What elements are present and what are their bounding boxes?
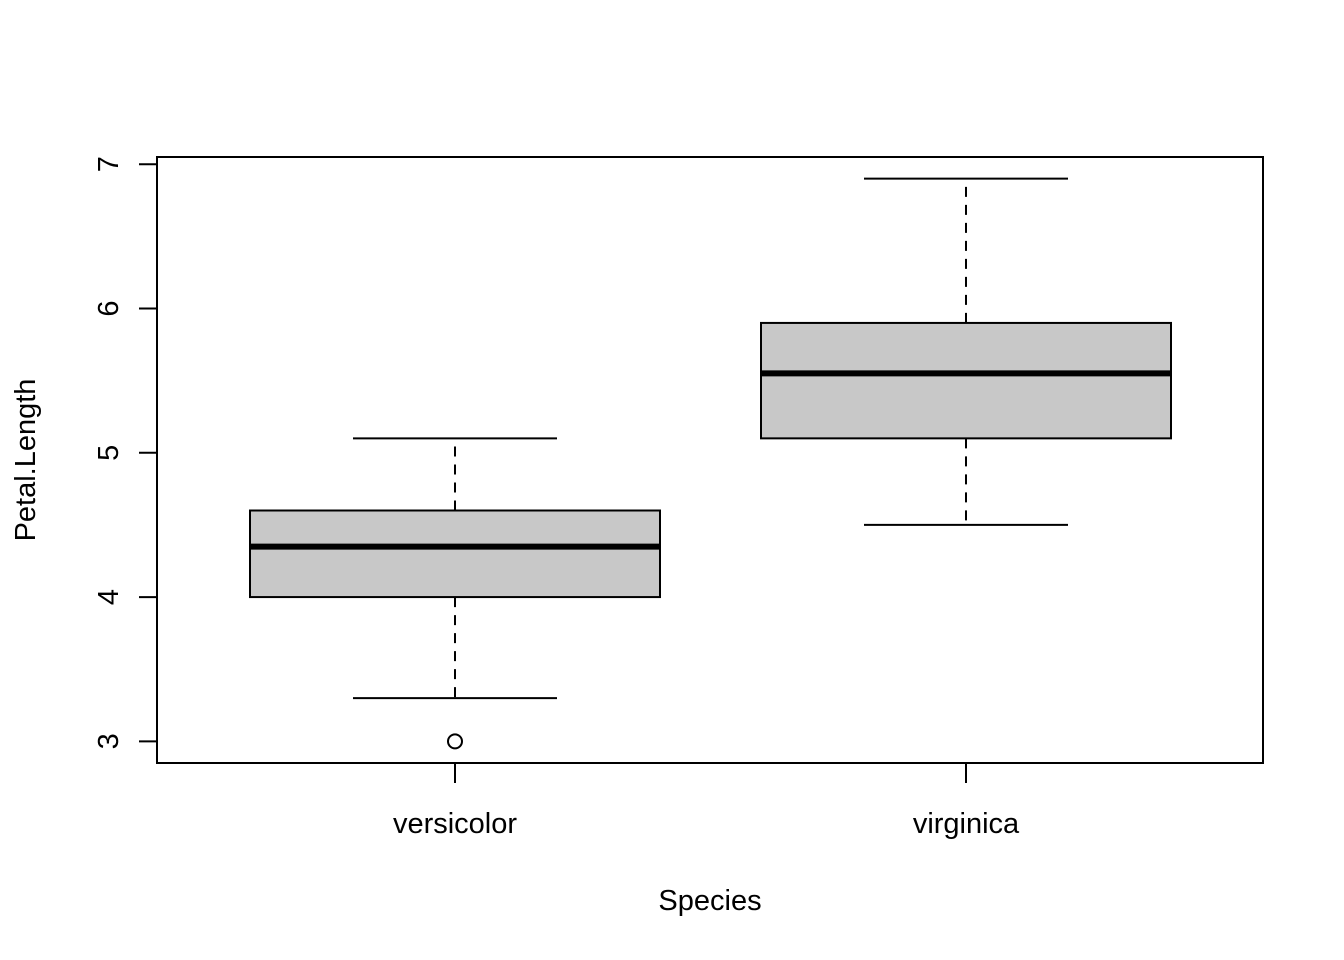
y-tick-label: 6 [93,300,125,316]
box-versicolor [249,437,661,750]
plot-frame [156,156,1264,764]
boxes-group [249,177,1172,750]
y-axis: 3 4 5 6 7 [93,156,157,749]
iqr-box [249,509,661,599]
y-tick-label: 4 [93,589,125,605]
box-virginica [760,177,1172,526]
y-tick-label: 7 [93,156,125,172]
x-axis-label: Species [658,885,761,917]
x-tick-label: virginica [913,808,1020,840]
y-tick-label: 5 [93,445,125,461]
iqr-box [760,321,1172,440]
y-tick-label: 3 [93,733,125,749]
y-axis-label: Petal.Length [10,379,42,542]
outlier-point [447,733,463,750]
x-axis: versicolor virginica [393,763,1020,840]
x-tick-label: versicolor [393,808,517,840]
